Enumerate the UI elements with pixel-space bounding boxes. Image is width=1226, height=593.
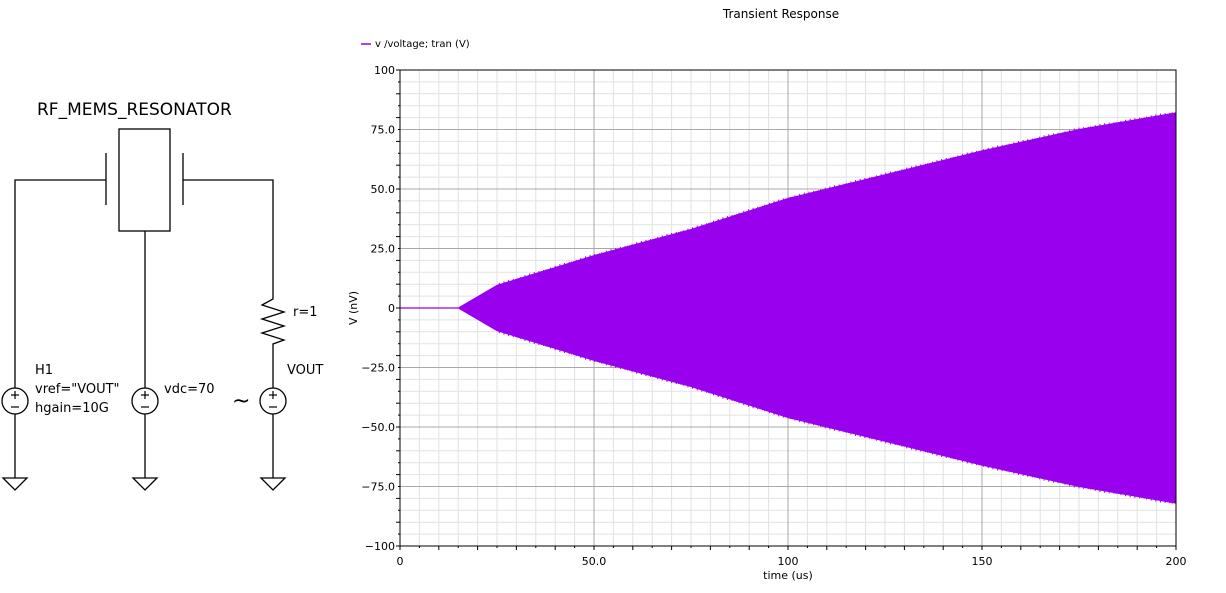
x-tick-labels: 0 50.0 100 150 200 <box>397 555 1187 568</box>
y-tick-label: 100 <box>374 64 395 77</box>
wire-left <box>14 179 106 388</box>
h1-hgain: hgain=10G <box>35 401 109 416</box>
vout-label: VOUT <box>287 363 323 378</box>
x-tick-label: 200 <box>1166 555 1187 568</box>
vsin-source <box>259 387 287 478</box>
h1-vref: vref="VOUT" <box>35 382 120 397</box>
ground-symbol <box>259 477 287 491</box>
x-axis-label: time (us) <box>763 569 813 582</box>
y-tick-labels: 100 75.0 50.0 25.0 0 −25.0 −50.0 −75.0 −100 <box>361 64 395 553</box>
x-tick-label: 0 <box>397 555 404 568</box>
legend-label: v /voltage; tran (V) <box>375 39 470 50</box>
y-tick-label: −50.0 <box>361 421 395 434</box>
x-tick-label: 150 <box>972 555 993 568</box>
x-tick-label: 100 <box>778 555 799 568</box>
vdc-label: vdc=70 <box>164 382 215 397</box>
y-tick-label: 0 <box>388 302 395 315</box>
schematic: RF_MEMS_RESONATOR r=1 VOUT H1 vref="VOUT… <box>1 100 323 491</box>
y-tick-label: 75.0 <box>371 124 396 137</box>
resonator-body <box>118 128 171 232</box>
y-axis-label: V (nV) <box>347 291 360 325</box>
ground-symbol <box>1 477 29 491</box>
transient-chart: Transient Response v /voltage; tran (V) … <box>347 7 1187 582</box>
y-tick-label: −75.0 <box>361 481 395 494</box>
resistor <box>259 295 287 388</box>
y-tick-label: 25.0 <box>371 243 396 256</box>
h1-label: H1 <box>35 363 53 378</box>
y-tick-label: 50.0 <box>371 183 396 196</box>
legend: v /voltage; tran (V) <box>361 39 470 50</box>
x-tick-label: 50.0 <box>582 555 607 568</box>
y-tick-label: −25.0 <box>361 362 395 375</box>
resistor-label: r=1 <box>293 305 318 320</box>
chart-title: Transient Response <box>722 7 839 21</box>
vdc-source <box>131 387 159 478</box>
y-tick-label: −100 <box>365 540 395 553</box>
schematic-title: RF_MEMS_RESONATOR <box>37 100 232 120</box>
series-edge <box>496 112 1175 504</box>
h1-source <box>1 387 29 478</box>
tick-marks <box>396 69 1177 550</box>
ground-symbol <box>131 477 159 491</box>
wire-right <box>183 179 274 295</box>
ac-symbol: ~ <box>232 389 250 414</box>
